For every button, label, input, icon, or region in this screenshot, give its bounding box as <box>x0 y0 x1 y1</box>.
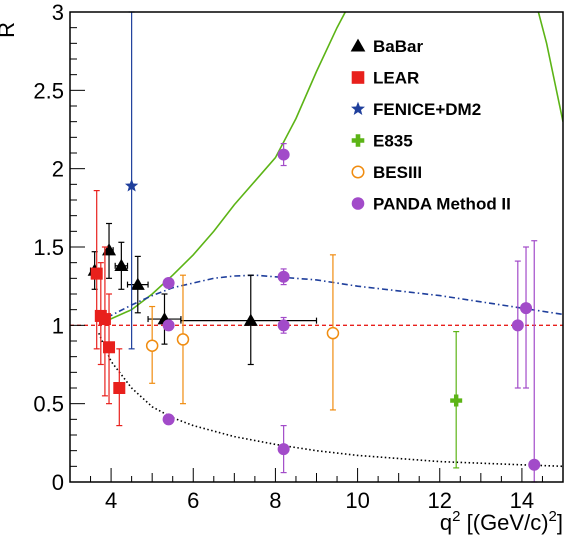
data-point <box>90 267 103 280</box>
legend-marker <box>350 38 366 52</box>
data-point <box>277 443 290 456</box>
legend-label: E835 <box>373 132 413 151</box>
x-tick-label: 8 <box>269 488 281 513</box>
data-point <box>176 333 190 346</box>
legend-marker <box>351 134 365 147</box>
data-point <box>124 178 139 192</box>
y-tick-label: 2 <box>52 157 64 182</box>
plot-layer <box>70 11 563 483</box>
y-tick-label: 1.5 <box>33 235 64 260</box>
legend-label: BaBar <box>373 37 423 56</box>
data-point <box>162 413 175 426</box>
y-tick-label: 2.5 <box>33 78 64 103</box>
data-point <box>450 394 463 407</box>
data-point <box>277 270 290 283</box>
legend-marker <box>351 101 365 115</box>
y-axis-label: R <box>0 22 19 38</box>
data-point <box>103 341 116 354</box>
x-tick-label: 12 <box>428 488 452 513</box>
y-tick-label: 0.5 <box>33 392 64 417</box>
data-point <box>243 313 258 326</box>
series-e835 <box>450 331 463 469</box>
model-curve-solid <box>537 12 563 122</box>
data-point <box>162 319 175 332</box>
legend-marker <box>351 197 365 210</box>
legend: BaBar LEAR FENICE+DM2 E835 BESIII PANDA Metho… <box>350 37 511 214</box>
x-axis-label-end: ] <box>557 510 563 535</box>
model-curve-solid <box>106 12 347 322</box>
series-panda-method-ii <box>162 143 541 483</box>
data-point <box>520 302 533 315</box>
data-point <box>98 313 111 326</box>
data-point <box>130 277 145 290</box>
series-besiii <box>145 254 340 411</box>
data-point <box>162 277 175 290</box>
model-curve-dash-dot <box>106 274 563 319</box>
legend-label: LEAR <box>373 69 419 88</box>
x-tick-label: 14 <box>510 488 534 513</box>
model-curves <box>98 12 563 468</box>
x-tick-label: 4 <box>105 488 117 513</box>
data-point <box>113 382 126 394</box>
legend-label: BESIII <box>373 163 422 182</box>
legend-label: PANDA Method II <box>373 195 511 214</box>
x-axis-label-units-sup: 2 <box>549 508 557 525</box>
y-tick-label: 1 <box>52 313 64 338</box>
axes-layer: 4 6 8 10 12 14 0 0.5 1 1.5 2 2.5 3 <box>33 0 564 513</box>
data-point <box>528 458 541 471</box>
data-point <box>511 319 524 332</box>
x-axis-label-q: q <box>440 510 452 535</box>
legend-marker <box>351 165 365 179</box>
data-point <box>326 326 340 340</box>
series-lear <box>90 190 126 427</box>
legend-marker <box>351 71 365 84</box>
data-point <box>277 319 290 332</box>
x-axis-label-units: [(GeV/c) <box>461 510 549 535</box>
y-tick-label: 0 <box>52 470 64 495</box>
data-point <box>102 243 117 256</box>
x-axis-label: q2 [(GeV/c)2] <box>440 508 563 535</box>
legend-label: FENICE+DM2 <box>373 100 481 119</box>
x-tick-label: 10 <box>345 488 369 513</box>
x-tick-label: 6 <box>187 488 199 513</box>
data-point <box>145 339 159 352</box>
data-point <box>114 258 129 272</box>
data-point <box>277 148 290 161</box>
x-axis-label-sup: 2 <box>452 508 460 525</box>
y-tick-label: 3 <box>52 0 64 25</box>
